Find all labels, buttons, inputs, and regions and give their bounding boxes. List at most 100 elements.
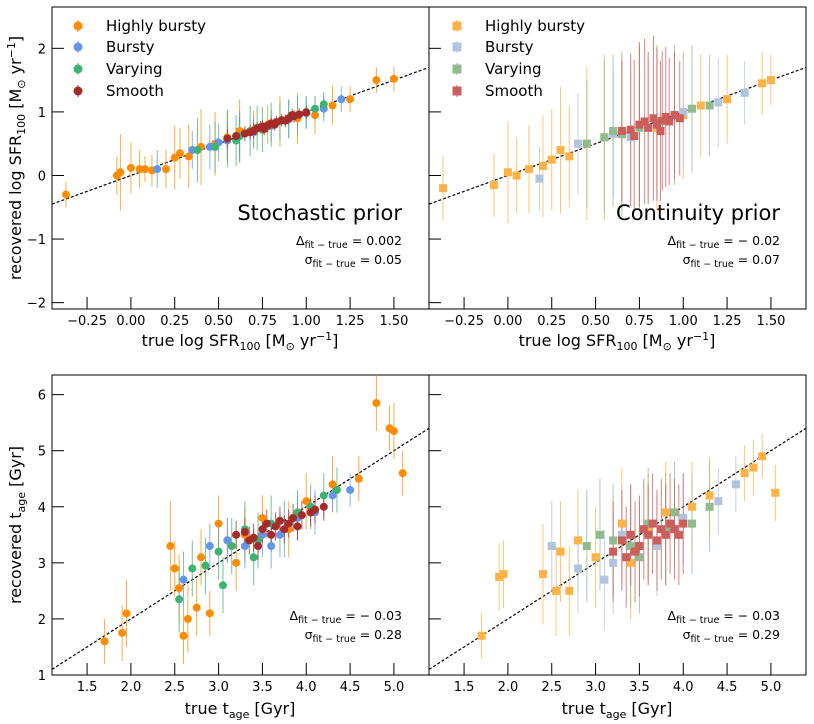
data-point — [617, 519, 626, 528]
y-tick-label: −1 — [27, 233, 46, 248]
data-point — [398, 469, 407, 478]
data-point — [771, 488, 780, 497]
data-point — [232, 558, 241, 567]
legend-label: Smooth — [106, 82, 164, 100]
data-point — [183, 614, 192, 623]
x-tick-label: 4.5 — [340, 680, 361, 695]
legend: Highly bursty Bursty Varying Smooth — [452, 17, 585, 100]
data-point — [649, 114, 658, 123]
data-point — [617, 536, 626, 545]
data-point — [302, 497, 311, 506]
data-point — [211, 142, 220, 151]
data-point — [267, 530, 276, 539]
data-point — [311, 505, 320, 514]
data-point — [652, 542, 661, 551]
data-point — [644, 519, 653, 528]
legend-label: Varying — [485, 60, 542, 78]
data-point — [223, 134, 232, 143]
data-point — [337, 95, 346, 104]
data-point — [302, 108, 311, 117]
data-point — [556, 547, 565, 556]
legend-marker — [452, 21, 462, 31]
data-point — [258, 525, 267, 534]
data-point — [197, 553, 206, 562]
data-point — [652, 536, 661, 545]
data-point — [100, 637, 109, 646]
data-point — [205, 542, 214, 551]
data-point — [170, 153, 179, 162]
data-point — [609, 536, 618, 545]
plot-frame — [428, 374, 807, 676]
data-point — [574, 536, 583, 545]
data-point — [648, 519, 657, 528]
x-tick-label: 3.0 — [208, 680, 229, 695]
one-to-one-line — [428, 427, 807, 670]
data-point — [293, 522, 302, 531]
legend-label: Smooth — [485, 82, 543, 100]
data-point — [179, 631, 188, 640]
x-tick-label: 2.0 — [121, 680, 142, 695]
axis-ticks: −0.25 0.00 0.25 0.50 0.75 1.00 1.25 1.50 −2 −1 0 1 2 — [27, 42, 409, 329]
data-point — [372, 76, 381, 85]
y-tick-label: 0 — [38, 169, 46, 184]
x-tick-label: 1.5 — [77, 680, 98, 695]
data-point — [670, 508, 679, 517]
data-point — [766, 76, 775, 85]
data-point — [319, 100, 328, 109]
data-point — [670, 525, 679, 534]
data-point — [126, 163, 135, 172]
legend-item-varying: Varying — [73, 60, 163, 78]
data-point — [170, 564, 179, 573]
data-point — [297, 511, 306, 520]
data-point — [218, 581, 227, 590]
data-point — [281, 116, 290, 125]
x-tick-label: 4.5 — [717, 680, 738, 695]
data-point — [675, 114, 684, 123]
x-tick-label: 0.75 — [625, 314, 654, 329]
data-point — [512, 171, 521, 180]
x-tick-label: 1.00 — [292, 314, 321, 329]
data-point — [617, 530, 626, 539]
data-point — [705, 491, 714, 500]
x-tick-label: 2.0 — [498, 680, 519, 695]
x-tick-label: 3.5 — [252, 680, 273, 695]
data-point — [372, 399, 381, 408]
y-tick-label: 2 — [38, 613, 46, 628]
data-point — [631, 547, 640, 556]
data-point — [574, 564, 583, 573]
data-point — [122, 609, 131, 618]
y-tick-label: 1 — [38, 106, 46, 121]
data-point — [666, 519, 675, 528]
data-point — [389, 74, 398, 83]
data-point — [201, 561, 210, 570]
data-point — [161, 165, 170, 174]
legend-marker — [73, 42, 83, 52]
data-point — [112, 171, 121, 180]
legend-label: Highly bursty — [485, 17, 585, 35]
one-to-one-line — [51, 427, 430, 670]
data-point — [626, 530, 635, 539]
data-point — [556, 146, 565, 155]
data-point — [582, 542, 591, 551]
data-point — [723, 95, 732, 104]
data-point — [223, 536, 232, 545]
data-point — [714, 98, 723, 107]
data-point — [205, 609, 214, 618]
sigma-stat: σfit − true = 0.07 — [683, 252, 780, 270]
data-markers — [477, 452, 780, 640]
data-point — [574, 139, 583, 148]
data-point — [640, 117, 649, 126]
data-markers — [100, 399, 407, 646]
legend-item-highly-bursty: Highly bursty — [452, 17, 585, 35]
x-tick-label: 2.5 — [541, 680, 562, 695]
data-point — [626, 558, 635, 567]
data-point — [328, 491, 337, 500]
data-point — [635, 553, 644, 562]
legend-label: Varying — [106, 60, 163, 78]
panel-age-stochastic: 1.5 2.0 2.5 3.0 3.5 4.0 4.5 5.0 1 2 3 4 5 6 Δfit − tr… — [38, 374, 430, 695]
data-point — [332, 485, 341, 494]
data-point — [565, 586, 574, 595]
prior-label: Continuity prior — [616, 201, 780, 225]
data-point — [661, 525, 670, 534]
